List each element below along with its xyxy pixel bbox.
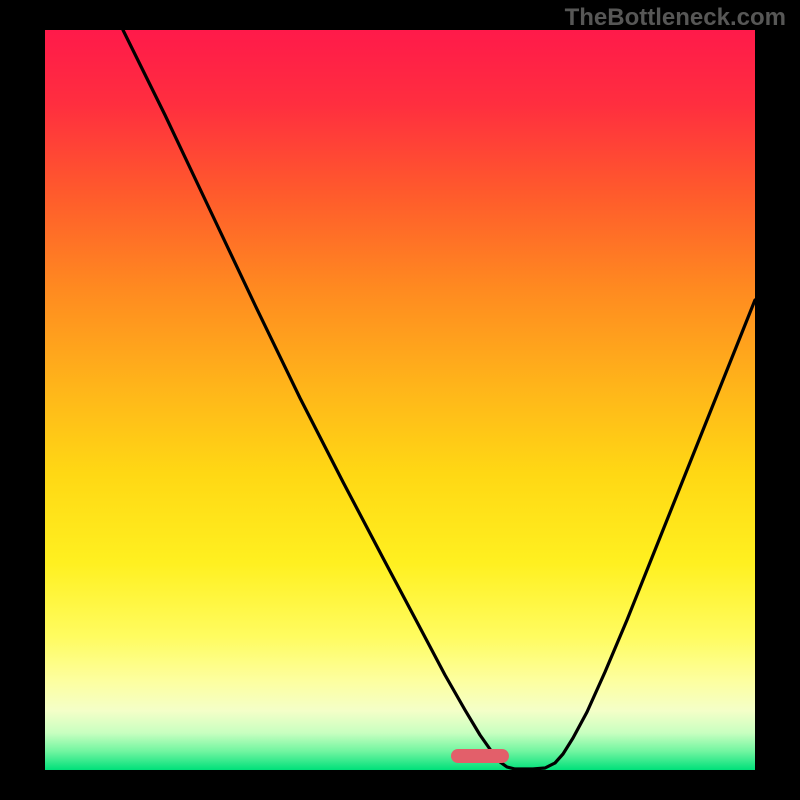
bottleneck-chart: [0, 0, 800, 800]
watermark-text: TheBottleneck.com: [565, 4, 786, 32]
optimal-marker: [451, 749, 509, 763]
plot-background: [45, 30, 755, 770]
